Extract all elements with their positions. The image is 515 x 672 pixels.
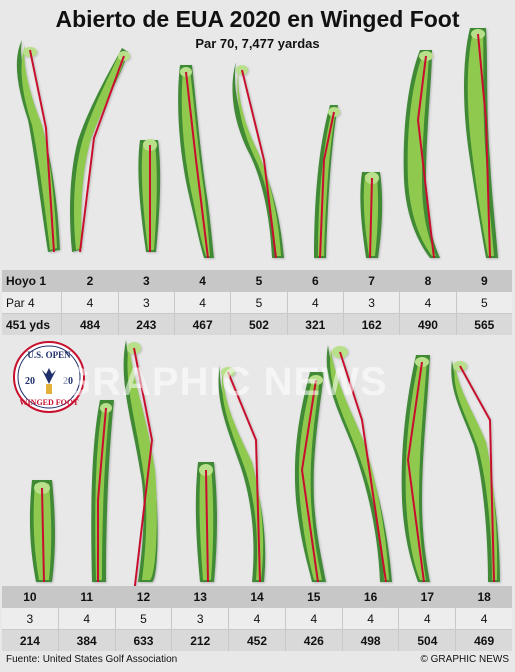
table-cell: 14 — [228, 586, 285, 607]
us-open-logo: U.S. OPEN 20 20 WINGED FOOT — [13, 341, 85, 413]
table-cell: 4 — [455, 608, 512, 629]
table-cell: 498 — [341, 630, 399, 651]
table-cell: 17 — [398, 586, 455, 607]
table-cell: 5 — [230, 292, 286, 313]
table-cell: 15 — [284, 586, 342, 607]
table-cell: 5 — [230, 270, 286, 291]
table-cell: 162 — [342, 314, 399, 335]
table-cell: 2 — [61, 270, 117, 291]
hole-8-diagram — [403, 50, 440, 259]
hole-4-diagram — [178, 65, 214, 259]
table-cell: Par 4 — [6, 295, 35, 310]
table-cell: 3 — [342, 292, 399, 313]
table-cell: 12 — [114, 586, 172, 607]
hole-14-diagram — [218, 365, 266, 583]
table-cell: 4 — [284, 608, 342, 629]
table-cell: 243 — [117, 314, 174, 335]
front-yards-row: 451 yds 484 243 467 502 321 162 490 565 — [2, 314, 512, 335]
hole-10-diagram — [29, 480, 55, 583]
table-cell: Hoyo 1 — [6, 273, 47, 288]
table-cell: 565 — [455, 314, 512, 335]
table-cell: 4 — [57, 608, 115, 629]
table-cell: 9 — [455, 270, 512, 291]
page-subtitle: Par 70, 7,477 yardas — [195, 36, 320, 51]
table-cell: 467 — [173, 314, 230, 335]
hole-12-diagram — [123, 340, 158, 646]
logo-year-left: 20 — [25, 376, 35, 387]
table-cell: 4 — [61, 292, 117, 313]
hole-2-diagram — [70, 48, 130, 253]
table-cell: 4 — [341, 608, 399, 629]
table-cell: 452 — [228, 630, 285, 651]
table-cell: 13 — [171, 586, 228, 607]
logo-text-bottom: WINGED FOOT — [20, 398, 80, 407]
table-cell: 469 — [455, 630, 512, 651]
hole-5-diagram — [232, 62, 284, 259]
table-cell: 16 — [341, 586, 399, 607]
table-cell: 4 — [399, 292, 455, 313]
table-cell: 4 — [398, 608, 455, 629]
table-cell: 490 — [399, 314, 455, 335]
hole-13-diagram — [195, 462, 217, 583]
hole-1-diagram — [16, 40, 60, 253]
hole-7-diagram — [360, 172, 383, 259]
watermark: GRAPHIC NEWS — [60, 360, 388, 404]
table-cell: 384 — [57, 630, 115, 651]
table-cell: 3 — [26, 611, 34, 626]
table-cell: 212 — [171, 630, 228, 651]
table-cell: 4 — [173, 270, 230, 291]
hole-6-diagram — [314, 105, 340, 259]
hole-17-diagram — [401, 355, 430, 583]
table-cell: 4 — [173, 292, 230, 313]
table-cell: 18 — [455, 586, 512, 607]
table-cell: 11 — [57, 586, 115, 607]
back-yards-row: 214 384 633 212 452 426 498 504 469 — [2, 630, 512, 651]
hole-11-diagram — [91, 400, 114, 582]
table-cell: 214 — [19, 633, 40, 648]
table-cell: 321 — [286, 314, 343, 335]
table-cell: 3 — [171, 608, 228, 629]
table-cell: 8 — [399, 270, 455, 291]
hole-16-diagram — [326, 345, 392, 583]
hole-3-diagram — [138, 139, 161, 252]
table-cell: 3 — [117, 270, 174, 291]
table-cell: 484 — [61, 314, 117, 335]
table-cell: 3 — [117, 292, 174, 313]
table-cell: 504 — [398, 630, 455, 651]
table-cell: 6 — [286, 270, 343, 291]
page-title: Abierto de EUA 2020 en Winged Foot — [55, 6, 460, 32]
back-hole-row: 10 11 12 13 14 15 16 17 18 — [2, 586, 512, 607]
logo-text-top: U.S. OPEN — [27, 350, 71, 360]
table-cell: 502 — [230, 314, 286, 335]
hole-15-diagram — [294, 372, 326, 583]
hole-18-diagram — [451, 360, 500, 583]
source-note: Fuente: United States Golf Association — [6, 654, 178, 665]
table-cell: 4 — [286, 292, 343, 313]
table-cell: 10 — [23, 589, 37, 604]
table-cell: 5 — [114, 608, 172, 629]
table-cell: 451 yds — [6, 317, 51, 332]
table-cell: 633 — [114, 630, 172, 651]
credit-note: © GRAPHIC NEWS — [420, 654, 510, 665]
table-cell: 426 — [284, 630, 342, 651]
logo-year-right: 20 — [63, 376, 73, 387]
table-cell: 5 — [455, 292, 512, 313]
hole-9-diagram — [464, 28, 498, 259]
table-cell: 4 — [228, 608, 285, 629]
table-cell: 7 — [342, 270, 399, 291]
